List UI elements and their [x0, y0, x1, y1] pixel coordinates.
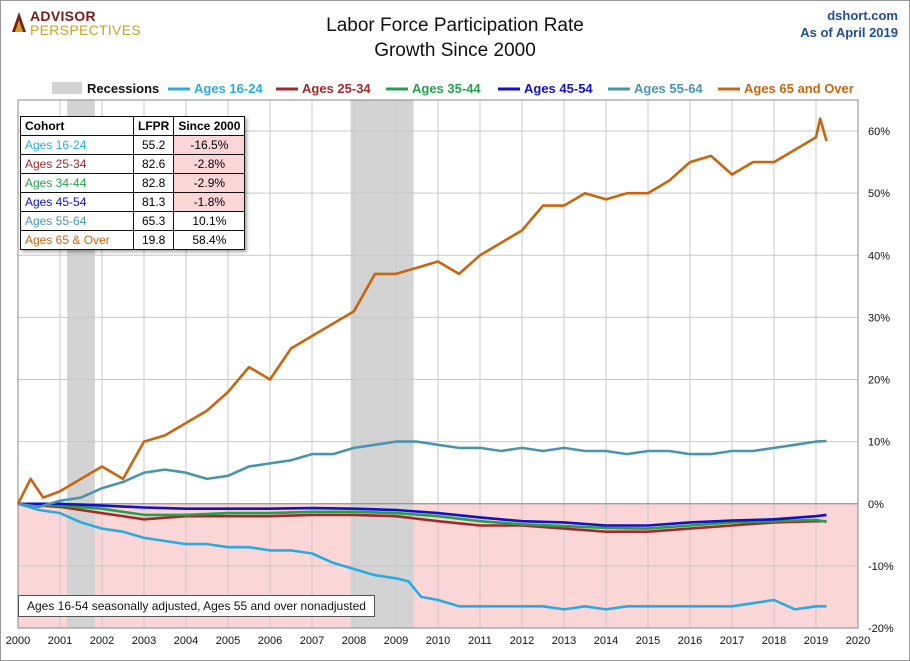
- x-tick-label: 2016: [678, 635, 702, 647]
- legend-item-label: Ages 25-34: [302, 81, 371, 96]
- table-cell-cohort: Ages 16-24: [20, 135, 134, 155]
- legend-recession-swatch: [52, 82, 82, 94]
- logo-line2: PERSPECTIVES: [30, 22, 141, 38]
- x-tick-label: 2006: [258, 635, 282, 647]
- y-tick-label: 50%: [868, 188, 890, 200]
- table-cell-lfpr: 82.8: [132, 173, 175, 193]
- series-line: [17, 502, 827, 530]
- logo-mark-icon: [12, 12, 26, 32]
- x-tick-label: 2011: [468, 635, 492, 647]
- series-line: [17, 439, 827, 509]
- series-line: [18, 502, 827, 527]
- series-line: [17, 502, 827, 611]
- table-cell-since-2000: -16.5%: [173, 135, 246, 155]
- table-row: Ages 55-64 65.3 10.1%: [20, 211, 246, 231]
- legend-item-label: Ages 35-44: [412, 81, 481, 96]
- table-cell-lfpr: 82.6: [132, 154, 175, 174]
- x-tick-label: 2009: [384, 635, 408, 647]
- x-tick-label: 2004: [174, 635, 198, 647]
- y-tick-label: 30%: [868, 312, 890, 324]
- y-tick-label: -10%: [868, 561, 894, 573]
- x-tick-label: 2007: [300, 635, 324, 647]
- x-tick-label: 2020: [846, 635, 870, 647]
- x-tick-label: 2005: [216, 635, 240, 647]
- table-header-lfpr: LFPR: [132, 116, 175, 136]
- table-cell-lfpr: 65.3: [132, 211, 175, 231]
- table-row: Ages 16-24 55.2 -16.5%: [20, 135, 246, 155]
- table-cell-cohort: Ages 25-34: [20, 154, 134, 174]
- table-cell-lfpr: 55.2: [132, 135, 175, 155]
- x-tick-label: 2000: [6, 635, 30, 647]
- legend-item-label: Ages 45-54: [524, 81, 593, 96]
- table-cell-since-2000: -2.8%: [173, 154, 246, 174]
- logo-line1: ADVISOR: [30, 8, 96, 24]
- table-cell-since-2000: -1.8%: [173, 192, 246, 212]
- x-tick-label: 2018: [762, 635, 786, 647]
- legend-item-label: Ages 55-64: [634, 81, 703, 96]
- plot-border: [17, 99, 859, 629]
- table-cell-lfpr: 19.8: [132, 230, 175, 250]
- table-cell-cohort: Ages 65 & Over: [20, 230, 134, 250]
- table-cell-cohort: Ages 55-64: [20, 211, 134, 231]
- legend-item-label: Ages 16-24: [194, 81, 263, 96]
- table-cell-lfpr: 81.3: [132, 192, 175, 212]
- y-tick-label: -20%: [868, 623, 894, 635]
- y-tick-label: 10%: [868, 437, 890, 449]
- x-tick-label: 2013: [552, 635, 576, 647]
- as-of-label: As of April 2019: [800, 25, 898, 40]
- x-tick-label: 2008: [342, 635, 366, 647]
- legend-recessions-label: Recessions: [87, 81, 159, 96]
- table-cell-since-2000: 58.4%: [173, 230, 246, 250]
- y-tick-label: 40%: [868, 250, 890, 262]
- y-tick-label: 60%: [868, 126, 890, 138]
- recession-band: [350, 100, 414, 628]
- footnote: Ages 16-54 seasonally adjusted, Ages 55 …: [18, 595, 375, 617]
- table-cell-cohort: Ages 34-44: [20, 173, 134, 193]
- table-cell-since-2000: 10.1%: [173, 211, 246, 231]
- x-tick-label: 2015: [636, 635, 660, 647]
- x-tick-label: 2017: [720, 635, 744, 647]
- y-tick-label: 20%: [868, 375, 890, 387]
- series-line: [16, 117, 828, 505]
- table-row: Ages 34-44 82.8 -2.9%: [20, 173, 246, 193]
- chart-title: Labor Force Participation Rate: [326, 15, 584, 36]
- table-row: Ages 45-54 81.3 -1.8%: [20, 192, 246, 212]
- table-cell-cohort: Ages 45-54: [20, 192, 134, 212]
- x-tick-label: 2010: [426, 635, 450, 647]
- advisor-perspectives-logo: ADVISOR PERSPECTIVES: [10, 8, 150, 38]
- table-row: Ages 25-34 82.6 -2.8%: [20, 154, 246, 174]
- table-header-row: Cohort LFPR Since 2000: [20, 116, 246, 136]
- table-header-since-2000: Since 2000: [173, 116, 246, 136]
- chart-subtitle: Growth Since 2000: [374, 40, 536, 61]
- x-tick-label: 2003: [132, 635, 156, 647]
- summary-table: Cohort LFPR Since 2000 Ages 16-24 55.2 -16…: [20, 116, 246, 250]
- x-tick-label: 2012: [510, 635, 534, 647]
- y-tick-label: 0%: [868, 499, 884, 511]
- legend-item-label: Ages 65 and Over: [744, 81, 854, 96]
- table-header-cohort: Cohort: [20, 116, 134, 136]
- table-row: Ages 65 & Over 19.8 58.4%: [20, 230, 246, 250]
- x-tick-label: 2002: [90, 635, 114, 647]
- source-label: dshort.com: [827, 8, 898, 23]
- series-line: [17, 502, 827, 534]
- table-cell-since-2000: -2.9%: [173, 173, 246, 193]
- x-tick-label: 2019: [804, 635, 828, 647]
- x-tick-label: 2014: [594, 635, 618, 647]
- x-tick-label: 2001: [48, 635, 72, 647]
